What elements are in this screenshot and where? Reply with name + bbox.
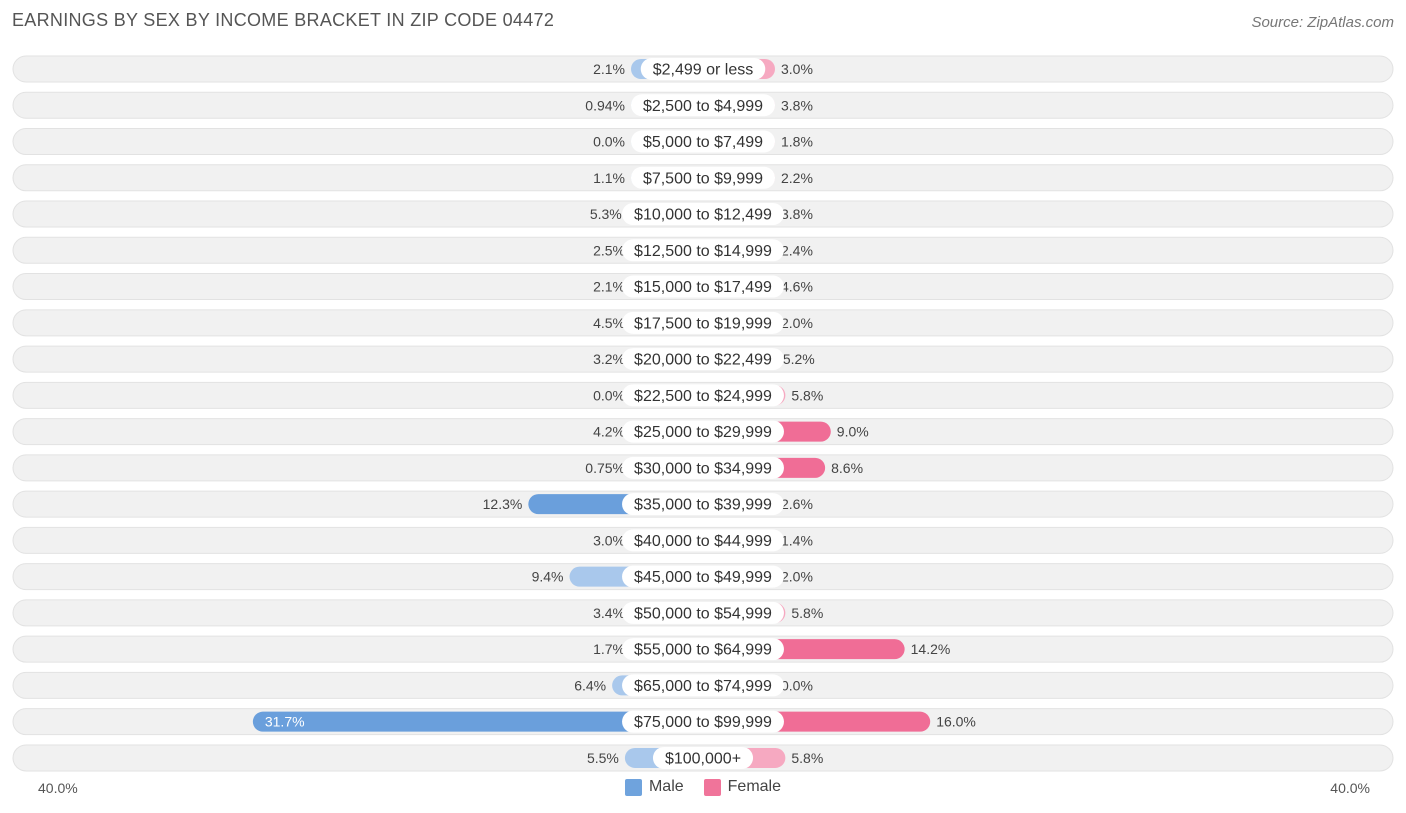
- female-value-label: 3.0%: [781, 61, 813, 77]
- category-label: $30,000 to $34,999: [634, 460, 772, 477]
- female-value-label: 5.8%: [791, 605, 823, 621]
- category-label: $55,000 to $64,999: [634, 642, 772, 659]
- female-value-label: 0.0%: [781, 677, 813, 693]
- female-value-label: 5.8%: [791, 750, 823, 766]
- female-value-label: 3.8%: [781, 206, 813, 222]
- male-value-label: 9.4%: [532, 569, 564, 585]
- male-value-label: 12.3%: [483, 496, 523, 512]
- female-value-label: 3.8%: [781, 97, 813, 113]
- category-pill: [622, 203, 784, 226]
- female-value-label: 8.6%: [831, 460, 863, 476]
- category-label: $50,000 to $54,999: [634, 605, 772, 622]
- category-pill: [622, 456, 784, 479]
- legend-item-male: Male: [624, 778, 684, 796]
- category-label: $20,000 to $22,499: [634, 352, 772, 369]
- category-pill: [622, 348, 784, 371]
- male-value-label: 2.1%: [593, 279, 625, 295]
- category-label: $15,000 to $17,499: [634, 279, 772, 296]
- category-pill: [622, 601, 784, 624]
- male-value-label: 3.4%: [593, 605, 625, 621]
- male-value-label: 0.75%: [585, 460, 625, 476]
- male-value-label: 5.3%: [590, 206, 622, 222]
- axis-right-label: 40.0%: [1330, 780, 1370, 796]
- category-pill: [652, 746, 754, 769]
- category-pill: [622, 239, 784, 262]
- male-value-label: 6.4%: [574, 677, 606, 693]
- female-value-label: 5.8%: [791, 387, 823, 403]
- category-pill: [630, 130, 776, 153]
- female-value-label: 2.6%: [781, 496, 813, 512]
- legend-label-male: Male: [648, 778, 684, 795]
- category-pill: [622, 638, 784, 661]
- female-value-label: 4.6%: [781, 279, 813, 295]
- male-value-label: 1.7%: [593, 641, 625, 657]
- category-label: $65,000 to $74,999: [634, 678, 772, 695]
- category-pill: [622, 384, 784, 407]
- axis-left-label: 40.0%: [38, 780, 78, 796]
- male-value-label: 3.2%: [593, 351, 625, 367]
- category-pill: [622, 674, 784, 697]
- male-value-label: 2.1%: [593, 61, 625, 77]
- female-value-label: 2.2%: [781, 170, 813, 186]
- female-value-label: 2.4%: [781, 242, 813, 258]
- female-value-label: 9.0%: [837, 424, 869, 440]
- male-value-label: 0.94%: [585, 97, 625, 113]
- male-value-label: 0.0%: [593, 134, 625, 150]
- male-value-label: 5.5%: [587, 750, 619, 766]
- category-pill: [622, 565, 784, 588]
- category-label: $25,000 to $29,999: [634, 424, 772, 441]
- category-pill: [630, 94, 776, 117]
- category-pill: [622, 420, 784, 443]
- legend-label-female: Female: [727, 778, 782, 795]
- female-value-label: 16.0%: [936, 714, 976, 730]
- category-pill: [622, 493, 784, 516]
- legend-swatch-female: [703, 778, 721, 796]
- female-value-label: 1.8%: [781, 134, 813, 150]
- category-label: $35,000 to $39,999: [634, 497, 772, 514]
- male-value-label: 4.2%: [593, 424, 625, 440]
- category-pill: [622, 311, 784, 334]
- category-pill: [640, 58, 766, 80]
- source-label: Source: ZipAtlas.com: [1251, 14, 1394, 31]
- category-pill: [622, 710, 784, 733]
- male-value-label: 0.0%: [593, 387, 625, 403]
- legend-item-female: Female: [703, 778, 782, 796]
- legend: Male Female: [0, 778, 1406, 796]
- male-bar: [252, 711, 704, 732]
- female-value-label: 14.2%: [911, 641, 951, 657]
- category-label: $7,500 to $9,999: [643, 170, 763, 187]
- category-label: $2,499 or less: [653, 62, 754, 79]
- category-label: $40,000 to $44,999: [634, 533, 772, 550]
- category-label: $100,000+: [665, 750, 741, 767]
- category-label: $45,000 to $49,999: [634, 569, 772, 586]
- male-value-label: 3.0%: [593, 532, 625, 548]
- female-value-label: 1.4%: [781, 532, 813, 548]
- category-label: $75,000 to $99,999: [634, 714, 772, 731]
- female-value-label: 2.0%: [781, 569, 813, 585]
- category-label: $22,500 to $24,999: [634, 388, 772, 405]
- male-value-label: 1.1%: [593, 170, 625, 186]
- legend-swatch-male: [624, 778, 642, 796]
- category-pill: [630, 166, 776, 189]
- category-label: $2,500 to $4,999: [643, 98, 763, 115]
- male-value-label: 4.5%: [593, 315, 625, 331]
- male-value-label: 31.7%: [265, 714, 305, 730]
- chart-title: EARNINGS BY SEX BY INCOME BRACKET IN ZIP…: [12, 10, 555, 30]
- category-label: $12,500 to $14,999: [634, 243, 772, 260]
- female-value-label: 2.0%: [781, 315, 813, 331]
- category-label: $5,000 to $7,499: [643, 134, 763, 151]
- category-pill: [622, 529, 784, 552]
- female-value-label: 5.2%: [783, 351, 815, 367]
- category-label: $17,500 to $19,999: [634, 315, 772, 332]
- male-value-label: 2.5%: [593, 242, 625, 258]
- category-label: $10,000 to $12,499: [634, 207, 772, 224]
- category-pill: [622, 275, 784, 298]
